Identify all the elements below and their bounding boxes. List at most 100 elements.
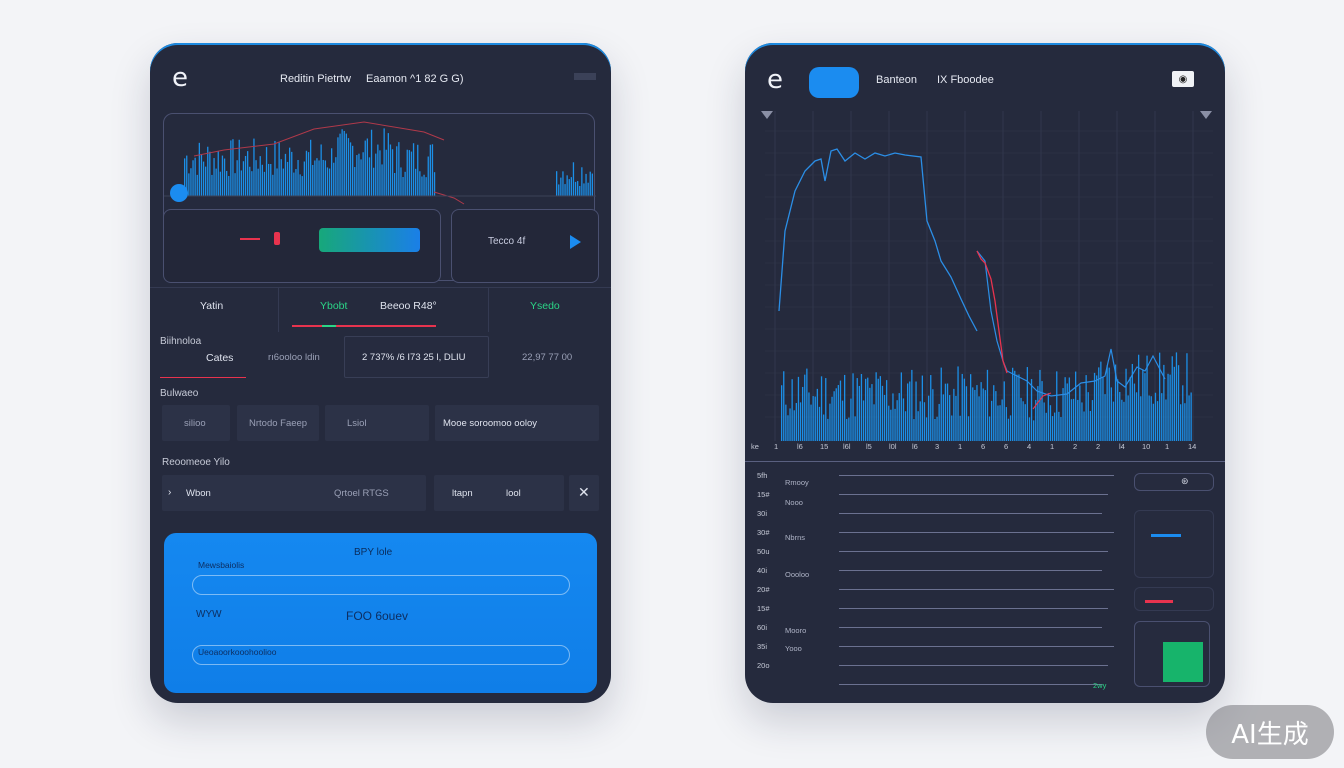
tabs-bar: Yatin Ybobt Beeoo R48° Ysedo [150, 287, 611, 332]
volume-bar [389, 144, 392, 196]
volume-bar [1047, 392, 1049, 441]
volume-bar [202, 161, 205, 196]
volume-bar [1068, 377, 1070, 441]
section2-cell-3[interactable]: Lsiol [325, 405, 429, 441]
volume-bar [192, 160, 194, 196]
volume-bar [1051, 416, 1054, 441]
app-logo-right: e [767, 65, 783, 95]
chart-dot-icon[interactable] [170, 184, 188, 202]
volume-bar [1182, 385, 1184, 441]
volume-bar [318, 160, 320, 196]
volume-bar [932, 389, 934, 441]
volume-bar [230, 140, 232, 196]
section2-title: Bulwaeo [160, 388, 199, 399]
volume-bar [978, 396, 980, 441]
row-line [839, 494, 1108, 495]
volume-bar [814, 396, 816, 441]
volume-bar [982, 388, 984, 441]
volume-bar [316, 158, 318, 196]
tab-3[interactable]: Beeoo R48° [380, 300, 437, 312]
volume-bar [858, 385, 860, 441]
volume-bar [1102, 376, 1104, 441]
y-tick-label: 20o [757, 661, 770, 670]
y-tick-label: 15# [757, 490, 770, 499]
volume-bar [221, 155, 224, 196]
section2-cell-4[interactable]: Mooe soroomoo ooloy [435, 405, 599, 441]
volume-bar [862, 400, 865, 441]
volume-bar [999, 405, 1001, 441]
volume-bar [1062, 388, 1064, 441]
balance-title: Biihnoloa [160, 336, 202, 347]
volume-bar [360, 159, 362, 196]
volume-bar [320, 144, 322, 196]
volume-bar [217, 151, 219, 196]
x-tick-label: 1 [774, 442, 779, 451]
volume-bar [1135, 392, 1138, 441]
volume-bar [1140, 396, 1142, 441]
volume-bar [333, 162, 335, 196]
primary-button[interactable] [809, 67, 859, 98]
volume-bar [1173, 366, 1175, 441]
volume-bar [879, 376, 881, 441]
play-icon[interactable] [570, 235, 581, 249]
volume-bar [1064, 377, 1066, 441]
volume-bar [816, 388, 818, 441]
volume-bar [881, 385, 884, 441]
volume-bar [1001, 399, 1003, 441]
volume-bar [324, 160, 326, 196]
close-button[interactable]: ✕ [569, 475, 599, 511]
volume-bar [425, 177, 427, 196]
input-field-2[interactable] [192, 645, 570, 665]
eye-icon[interactable]: ◉ [1172, 71, 1194, 87]
right-header-title: Banteon [876, 74, 917, 86]
tab-underline-red [292, 325, 334, 327]
volume-bar [433, 172, 436, 196]
volume-bar [848, 417, 850, 441]
volume-bar [1161, 393, 1163, 441]
volume-bar [307, 152, 310, 196]
volume-bar [1123, 401, 1125, 441]
volume-bar [240, 170, 242, 196]
section2-cell-1[interactable]: silioo [162, 405, 230, 441]
input-field-1[interactable] [192, 575, 570, 595]
section3-row-2[interactable]: ltapn lool [434, 475, 564, 511]
volume-bar [255, 160, 257, 196]
section3-row-1[interactable]: › Wbon Qrtoel RTGS [162, 475, 426, 511]
tab-2[interactable]: Ybobt [320, 300, 348, 312]
volume-bar [856, 378, 858, 441]
right-filter-card[interactable]: ⊛ [1134, 473, 1214, 491]
section2-cell-2[interactable]: Nrtodo Faeep [237, 405, 319, 441]
volume-bar [1165, 399, 1167, 441]
trade-card [163, 209, 441, 283]
volume-bar [257, 168, 259, 196]
volume-bar [404, 171, 406, 196]
volume-bar [1121, 399, 1123, 441]
volume-bar [846, 418, 848, 441]
volume-bar [280, 159, 282, 196]
volume-bar [1188, 395, 1190, 441]
side-card[interactable]: Tecco 4f [451, 209, 599, 283]
volume-bar [812, 396, 814, 441]
volume-bar [831, 396, 833, 441]
volume-bar [215, 168, 217, 196]
volume-bar [211, 174, 213, 196]
chart-handle-left-icon[interactable] [761, 111, 773, 119]
volume-bar [829, 403, 831, 441]
volume-bar [1028, 417, 1031, 441]
volume-bar [890, 409, 892, 441]
trade-pill-button[interactable] [319, 228, 420, 252]
right-header-meta: IX Fboodee [937, 74, 994, 86]
volume-bar [1154, 392, 1157, 441]
volume-bar [988, 416, 991, 441]
volume-bar [579, 185, 581, 196]
tab-1[interactable]: Yatin [200, 300, 224, 312]
volume-bar [564, 184, 566, 196]
tab-4[interactable]: Ysedo [530, 300, 560, 312]
volume-bar [904, 411, 907, 441]
volume-bar [1012, 367, 1014, 441]
volume-bar [1142, 369, 1144, 441]
volume-bar [1114, 364, 1117, 441]
volume-bar [408, 150, 410, 196]
volume-bar [854, 416, 856, 441]
chart-handle-right-icon[interactable] [1200, 111, 1212, 119]
